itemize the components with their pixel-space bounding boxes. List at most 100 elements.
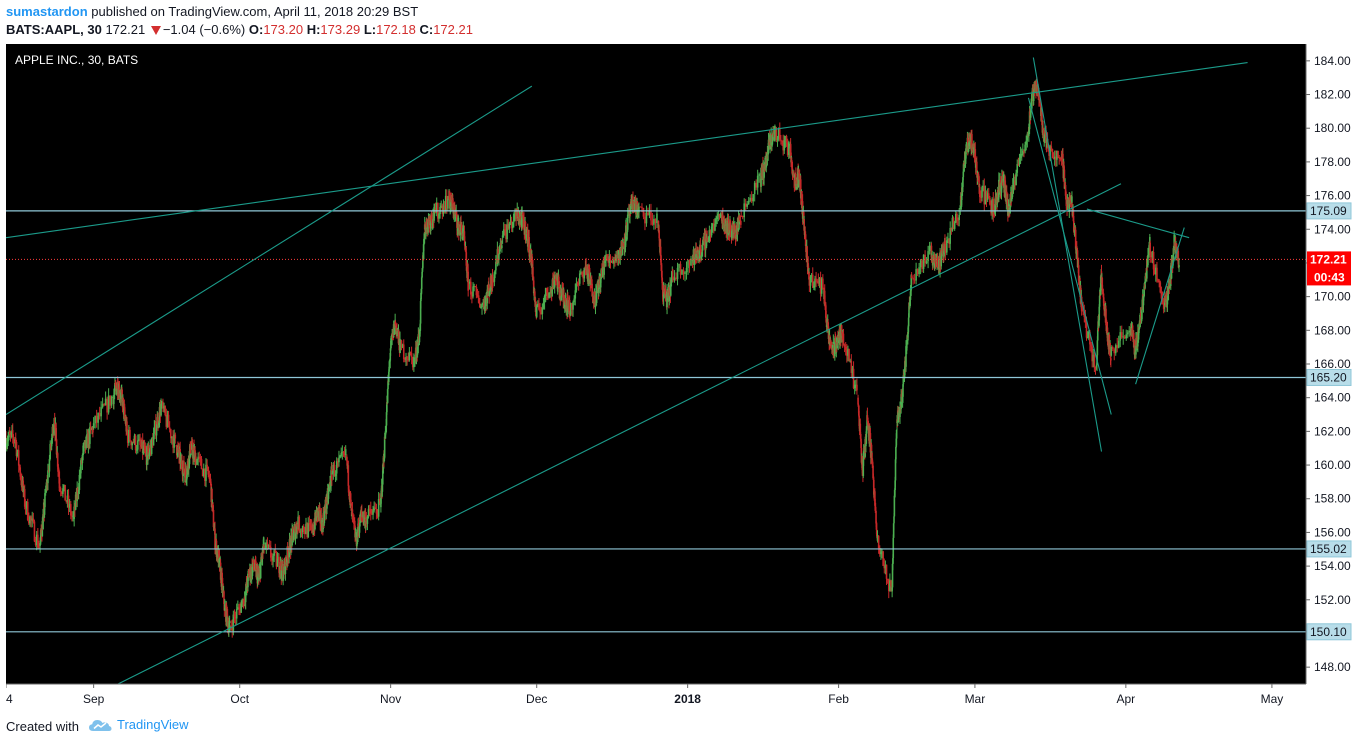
candle-body (376, 513, 379, 517)
time-axis[interactable] (6, 684, 1306, 710)
candle-body (498, 246, 501, 255)
candle-body (908, 302, 910, 318)
candle-body (9, 434, 12, 436)
trendline[interactable] (1086, 208, 1190, 239)
candle-body (1028, 130, 1030, 137)
candle-body (991, 199, 993, 214)
candle-body (1120, 332, 1123, 338)
candle-body (912, 277, 914, 280)
author-link[interactable]: sumastardon (6, 4, 88, 19)
price-tick-label: 164.00 (1314, 391, 1351, 405)
candle-body (448, 190, 451, 201)
candle-body (457, 217, 460, 222)
candle-body (53, 423, 55, 434)
candle-body (738, 218, 741, 225)
candle-body (41, 536, 43, 538)
trendline[interactable] (5, 61, 1248, 239)
candle-body (1077, 265, 1080, 281)
price-tick-label: 176.00 (1314, 189, 1351, 203)
candle-body (558, 281, 560, 293)
price-tick-label: 152.00 (1314, 593, 1351, 607)
candle-body (476, 295, 479, 297)
candle-body (952, 217, 955, 229)
candle-body (267, 545, 270, 547)
candle-body (242, 598, 245, 608)
candle-body (1017, 164, 1020, 166)
candle-body (878, 548, 881, 555)
candle-body (1018, 158, 1021, 165)
candle-body (816, 280, 819, 282)
candle-body (913, 279, 916, 281)
candle-body (949, 227, 951, 244)
candle-body (260, 557, 262, 565)
candle-body (514, 210, 516, 215)
candle-body (740, 215, 743, 217)
candle-body (133, 435, 136, 443)
time-tick-label: 14 (6, 692, 13, 706)
candle-body (547, 292, 549, 298)
candle-body (25, 501, 28, 509)
candle-body (395, 324, 397, 326)
candle-body (642, 207, 645, 217)
candle-body (1014, 180, 1016, 186)
candle-body (902, 375, 905, 385)
trendline[interactable] (1135, 227, 1185, 385)
candle-body (951, 217, 954, 231)
candle-body (273, 550, 275, 556)
time-tick-label: Oct (230, 692, 249, 706)
candle-body (1059, 157, 1062, 159)
candle-body (308, 522, 311, 525)
candle-body (351, 509, 354, 515)
candle-body (1151, 252, 1154, 258)
price-chart[interactable]: APPLE INC., 30, BATS 148.00150.00152.001… (0, 44, 1365, 710)
tradingview-brand[interactable]: TradingView (88, 717, 189, 732)
candle-body (654, 218, 657, 223)
chart-area[interactable]: APPLE INC., 30, BATS 148.00150.00152.001… (0, 44, 1365, 710)
candle-body (1065, 196, 1068, 206)
candle-body (544, 287, 547, 296)
candle-body (707, 241, 710, 243)
candle-body (1057, 150, 1059, 158)
candle-body (358, 526, 361, 533)
candle-body (1015, 172, 1017, 186)
candle-body (450, 201, 452, 207)
candle-body (895, 446, 897, 460)
candle-body (61, 491, 63, 494)
candle-body (975, 161, 978, 172)
candle-body (413, 357, 415, 368)
candle-body (774, 129, 777, 132)
candle-body (567, 300, 569, 306)
candle-body (919, 260, 922, 268)
price-tick-label: 168.00 (1314, 323, 1351, 337)
candle-body (152, 433, 155, 446)
candle-body (711, 223, 714, 227)
candle-body (523, 219, 525, 228)
price-axis[interactable] (1306, 44, 1365, 684)
trendline[interactable] (5, 85, 533, 415)
candle-body (1091, 346, 1093, 362)
candle-body (402, 344, 405, 360)
candle-body (1160, 292, 1163, 299)
candle-body (422, 255, 424, 268)
candle-body (405, 357, 407, 360)
candle-body (1119, 332, 1122, 341)
candle-body (1063, 169, 1066, 189)
price-tag-box (1306, 368, 1352, 386)
trendline[interactable] (1027, 97, 1112, 415)
symbol-label: BATS:AAPL, 30 (6, 22, 102, 37)
candle-body (928, 245, 931, 252)
candle-body (729, 220, 732, 231)
trendline[interactable] (117, 183, 1122, 685)
candle-body (1167, 283, 1170, 294)
candle-body (275, 551, 278, 567)
candle-body (59, 488, 62, 492)
candle-body (615, 255, 617, 262)
candle-body (1031, 94, 1033, 109)
candle-body (331, 469, 333, 481)
candle-body (472, 286, 474, 297)
candle-body (982, 185, 984, 188)
candle-body (174, 434, 177, 439)
candle-body (782, 140, 784, 151)
candle-body (968, 139, 970, 146)
trendline[interactable] (1032, 57, 1103, 452)
